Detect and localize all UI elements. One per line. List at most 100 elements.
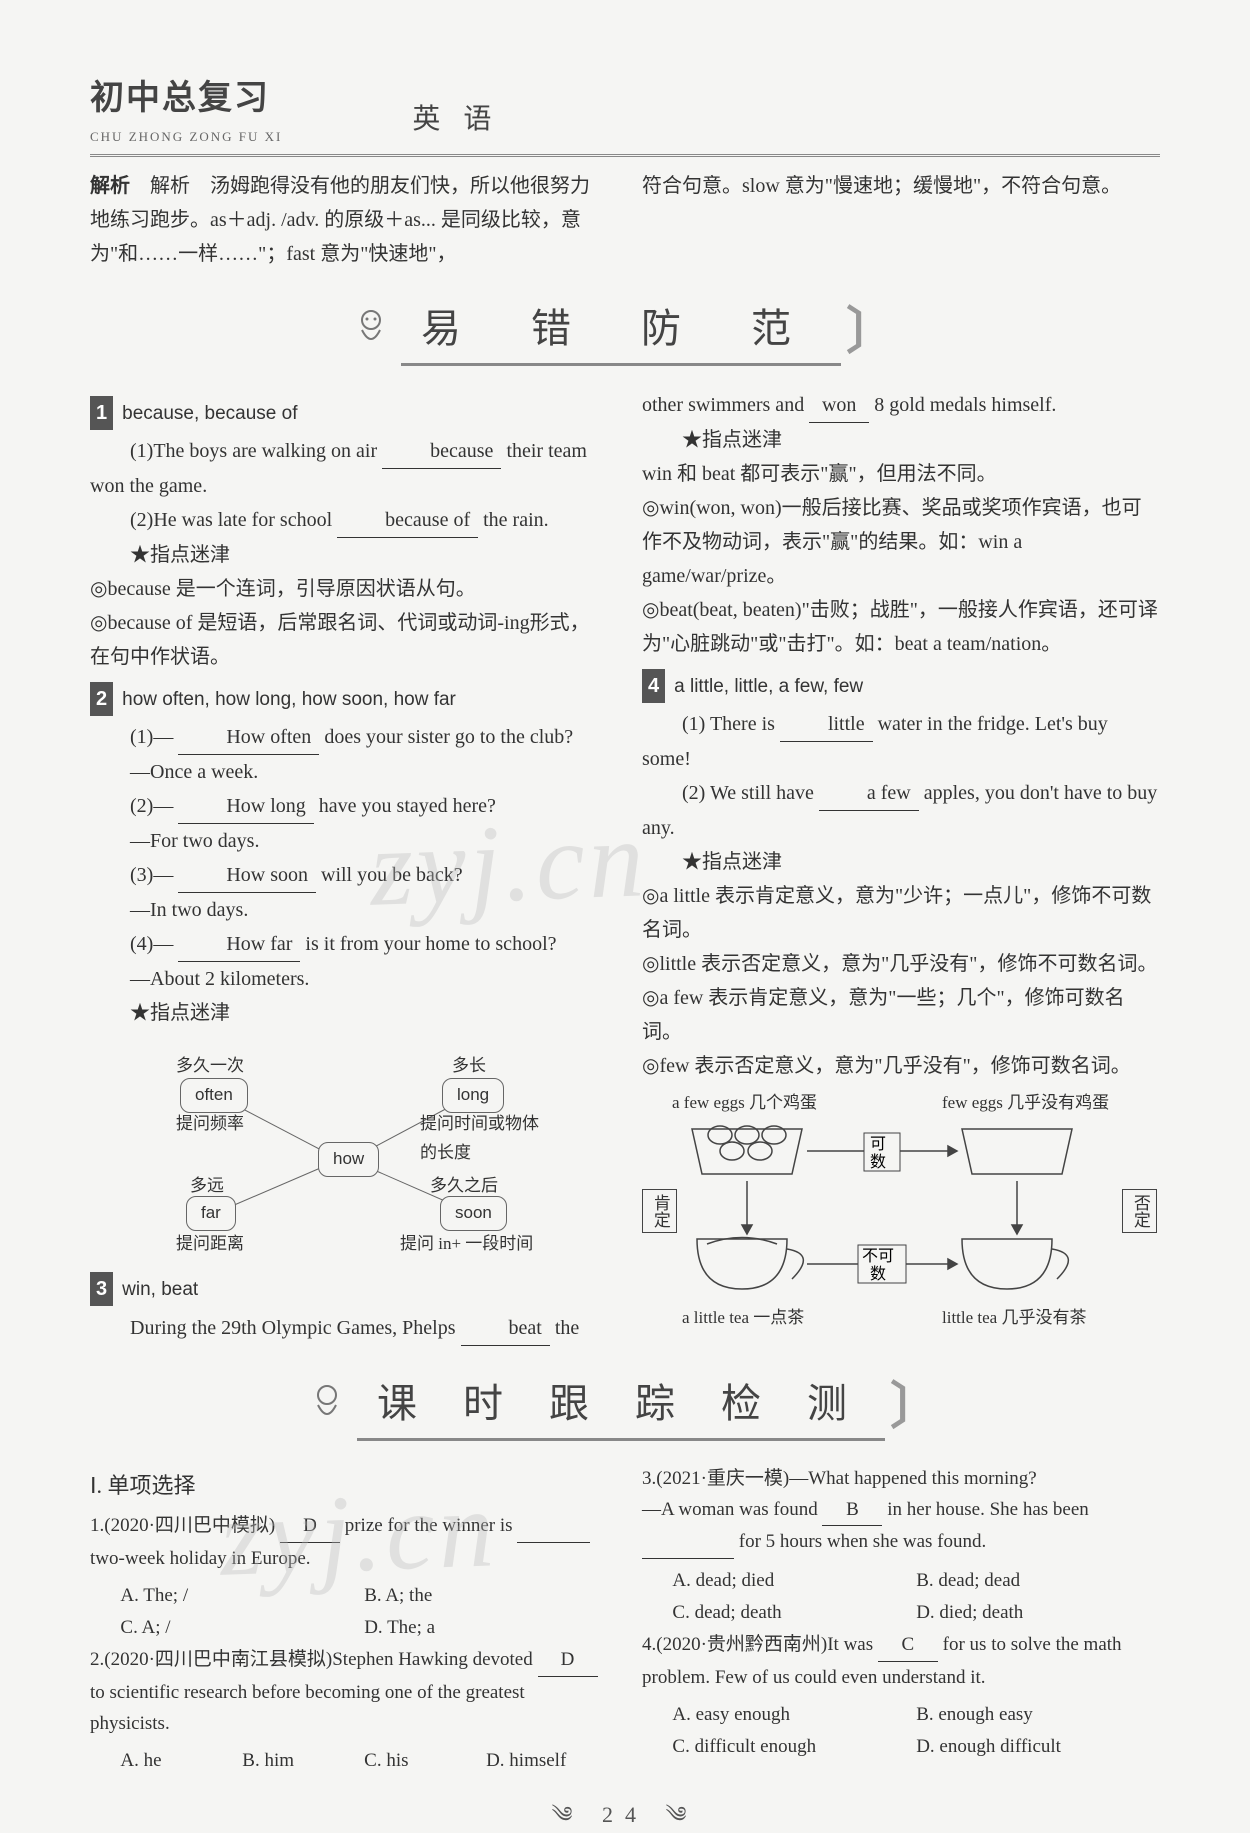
blank-answer: B [822,1494,882,1526]
diagram-svg: 可数 不可数 [642,1089,1162,1339]
blank-answer: a few [819,776,919,811]
opt: D. enough difficult [916,1731,1160,1763]
book-title-pinyin: CHU ZHONG ZONG FU XI [90,126,282,148]
topic-3: 3 win, beat [90,1272,608,1306]
opt: B. A; the [364,1580,608,1612]
opt: A. The; / [120,1580,364,1612]
topic-title: win, beat [122,1279,198,1300]
blank-answer: C [878,1629,938,1661]
content-columns: 1 because, because of (1)The boys are wa… [90,388,1160,1346]
how-diagram: how often long far soon 多久一次 多长 多远 多久之后 … [90,1034,608,1264]
opt: D. died; death [916,1597,1160,1629]
cap-br: little tea 几乎没有茶 [942,1304,1086,1333]
node-long: long [442,1078,504,1113]
node-soon: soon [440,1196,507,1231]
blank-answer: D [538,1644,598,1676]
topic-num: 2 [90,682,113,716]
s2-a1: —Once a week. [90,755,608,789]
lbl-far-bot: 提问距离 [176,1230,244,1259]
s2-q1: (1)— How often does your sister go to th… [90,720,608,755]
tip-label: ★指点迷津 [642,845,1160,879]
header-rule [90,154,1160,157]
s2-a4: —About 2 kilometers. [90,962,608,996]
blank-answer: How long [178,789,313,824]
intro-right: 符合句意。slow 意为"慢速地；缓慢地"，不符合句意。 [642,169,1160,203]
s2-q2: (2)— How long have you stayed here? [90,789,608,824]
s4-line2: (2) We still have a few apples, you don'… [642,776,1160,845]
lbl-often-top: 多久一次 [176,1052,244,1081]
topic-title: a little, little, a few, few [674,676,863,697]
tip-label: ★指点迷津 [90,996,608,1030]
opt: C. dead; death [672,1597,916,1629]
blank-answer: beat [461,1311,550,1346]
ornament-icon: ༄ [551,1802,584,1827]
node-how: how [318,1142,379,1177]
opt: A. he [120,1745,242,1777]
topic-title: how often, how long, how soon, how far [122,689,456,710]
lbl-soon-bot: 提问 in+ 一段时间 [400,1230,533,1259]
cap-right: 否定 [1122,1189,1157,1233]
topic-1: 1 because, because of [90,396,608,430]
question-2: 2.(2020·四川巴中南江县模拟)Stephen Hawking devote… [90,1644,608,1739]
topic-num: 3 [90,1272,113,1306]
intro-left-text: 解析 汤姆跑得没有他的朋友们快，所以他很努力地练习跑步。as＋adj. /adv… [90,175,590,265]
blank-answer: How soon [178,858,316,893]
blank-answer: D [280,1510,340,1542]
left-column: 1 because, because of (1)The boys are wa… [90,388,608,1346]
lbl-often-bot: 提问频率 [176,1110,244,1139]
s3-line1: During the 29th Olympic Games, Phelps be… [90,1311,608,1346]
s4-note2: ◎little 表示否定意义，意为"几乎没有"，修饰不可数名词。 [642,947,1160,981]
s3-note2: ◎win(won, won)一般后接比赛、奖品或奖项作宾语，也可作不及物动词，表… [642,491,1160,593]
opt: C. A; / [120,1612,364,1644]
s3-note1: win 和 beat 都可表示"赢"，但用法不同。 [642,457,1160,491]
s2-q3: (3)— How soon will you be back? [90,858,608,893]
ex-left: Ⅰ. 单项选择 1.(2020·四川巴中模拟) D prize for the … [90,1463,608,1778]
lbl-soon-top: 多久之后 [430,1172,498,1201]
s3-line2: other swimmers and won 8 gold medals him… [642,388,1160,423]
opt: C. his [364,1745,486,1777]
lbl-long-top: 多长 [452,1052,486,1081]
section-banner-exercise: 课 时 跟 踪 检 测 〕 [90,1364,1160,1449]
page-number: 24 [602,1802,648,1827]
node-often: often [180,1078,248,1113]
banner-title: 易 错 防 范 [401,295,841,366]
q3-options: A. dead; diedB. dead; dead C. dead; deat… [642,1565,1160,1630]
q1-options: A. The; /B. A; the C. A; /D. The; a [90,1580,608,1645]
s1-line1: (1)The boys are walking on air because t… [90,434,608,503]
opt: A. dead; died [672,1565,916,1597]
s1-note2: ◎because of 是短语，后常跟名词、代词或动词-ing形式，在句中作状语… [90,606,608,674]
s4-note4: ◎few 表示否定意义，意为"几乎没有"，修饰可数名词。 [642,1049,1160,1083]
s2-a3: —In two days. [90,893,608,927]
blank [642,1526,734,1558]
blank [517,1510,590,1542]
subject-label: 英 语 [412,96,499,148]
blank-answer: because of [337,503,478,538]
blank-answer: How often [178,720,319,755]
ex-right: 3.(2021·重庆一模)—What happened this morning… [642,1463,1160,1778]
s4-note3: ◎a few 表示肯定意义，意为"一些；几个"，修饰可数名词。 [642,981,1160,1049]
q2-options: A. heB. himC. hisD. himself [90,1745,608,1777]
svg-text:可: 可 [870,1136,886,1153]
opt: C. difficult enough [672,1731,916,1763]
intro-block: 解析 解析 汤姆跑得没有他的朋友们快，所以他很努力地练习跑步。as＋adj. /… [90,169,1160,271]
blank-answer: little [780,707,873,742]
tip-label: ★指点迷津 [90,538,608,572]
svg-text:数: 数 [870,1153,886,1171]
intro-left: 解析 解析 汤姆跑得没有他的朋友们快，所以他很努力地练习跑步。as＋adj. /… [90,169,608,271]
banner-bracket-icon: 〕 [846,303,896,359]
exercise-section-title: Ⅰ. 单项选择 [90,1467,608,1504]
right-column: other swimmers and won 8 gold medals him… [642,388,1160,1346]
page-header: 初中总复习 CHU ZHONG ZONG FU XI 英 语 [90,70,1160,148]
banner-bracket-icon: 〕 [890,1378,940,1434]
few-little-diagram: a few eggs 几个鸡蛋 few eggs 几乎没有鸡蛋 [642,1089,1160,1339]
blank-answer: because [382,434,501,469]
ornament-icon: ༄ [666,1802,699,1827]
s2-q4: (4)— How far is it from your home to sch… [90,927,608,962]
exercise-columns: Ⅰ. 单项选择 1.(2020·四川巴中模拟) D prize for the … [90,1463,1160,1778]
lbl-long-bot: 提问时间或物体的长度 [420,1110,550,1168]
book-title: 初中总复习 [90,70,282,128]
s3-note3: ◎beat(beat, beaten)"击败；战胜"，一般接人作宾语，还可译为"… [642,593,1160,661]
cap-bl: a little tea 一点茶 [682,1304,804,1333]
opt: D. The; a [364,1612,608,1644]
s1-line2: (2)He was late for school because of the… [90,503,608,538]
